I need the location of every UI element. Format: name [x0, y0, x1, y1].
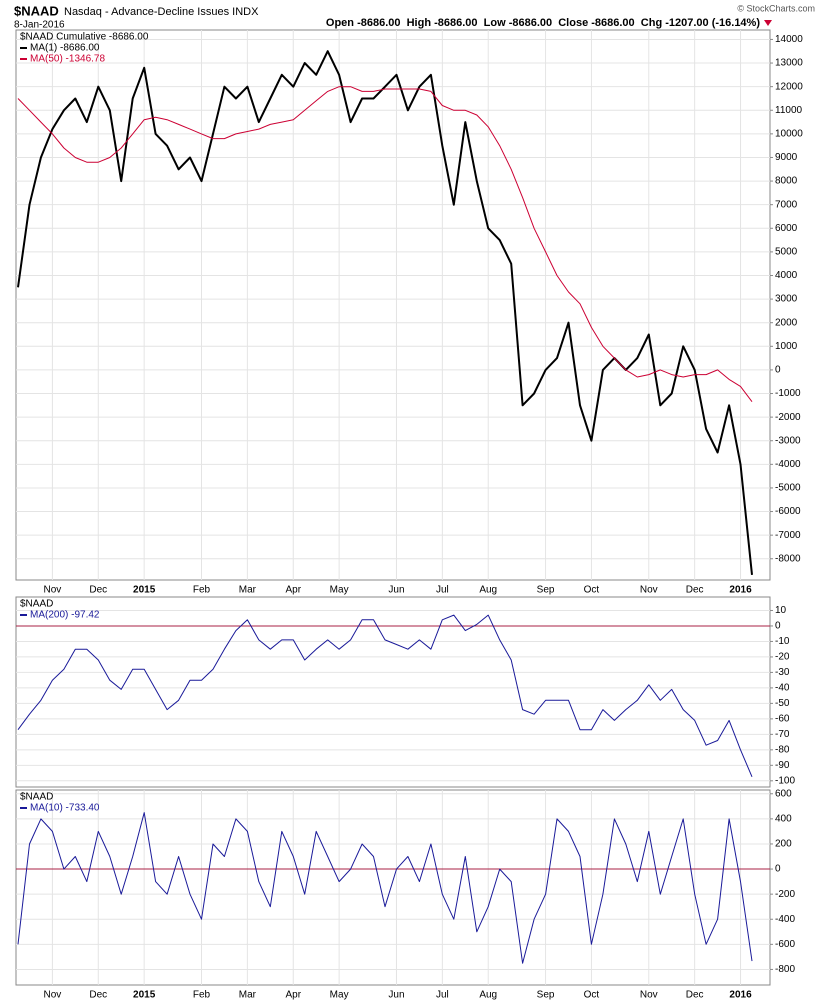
y-tick-label: 200 [775, 839, 792, 850]
y-tick-label: 0 [775, 864, 781, 875]
y-tick-label: -60 [775, 714, 790, 725]
x-tick-label: Nov [640, 990, 658, 1000]
y-tick-label: -50 [775, 698, 790, 709]
y-tick-label: 6000 [775, 223, 798, 234]
y-tick-label: -6000 [775, 506, 801, 517]
y-tick-label: -30 [775, 667, 790, 678]
panel-frame [15, 29, 771, 581]
panel-label: $NAAD Cumulative -8686.00 [20, 32, 149, 43]
x-tick-label: 2016 [729, 990, 752, 1000]
y-tick-label: -100 [775, 775, 795, 786]
x-tick-label: Mar [239, 990, 257, 1000]
quote: Open -8686.00 High -8686.00 Low -8686.00… [326, 17, 760, 29]
y-tick-label: 5000 [775, 247, 798, 258]
x-tick-label: Dec [686, 990, 704, 1000]
series-line [17, 614, 753, 777]
y-tick-label: 9000 [775, 152, 798, 163]
y-tick-label: -8000 [775, 553, 801, 564]
x-tick-label: Sep [537, 990, 555, 1000]
y-tick-label: -7000 [775, 530, 801, 541]
x-tick-label: Feb [193, 990, 211, 1000]
x-tick-label: Jul [436, 990, 449, 1000]
y-tick-label: -90 [775, 760, 790, 771]
chart-date: 8-Jan-2016 [14, 20, 65, 31]
series-line [17, 50, 753, 576]
y-tick-label: -4000 [775, 459, 801, 470]
x-tick-label: Apr [285, 585, 301, 596]
y-tick-label: -400 [775, 914, 795, 925]
x-tick-label: Nov [640, 585, 658, 596]
x-tick-label: Jun [388, 585, 404, 596]
y-tick-label: -800 [775, 964, 795, 975]
y-tick-label: 14000 [775, 34, 803, 45]
x-tick-label: May [330, 585, 349, 596]
y-tick-label: 1000 [775, 341, 798, 352]
x-tick-label: Oct [584, 990, 600, 1000]
y-tick-label: 13000 [775, 58, 803, 69]
y-tick-label: -2000 [775, 412, 801, 423]
x-tick-label: Dec [89, 585, 107, 596]
x-tick-label: Dec [89, 990, 107, 1000]
x-tick-label: Sep [537, 585, 555, 596]
y-tick-label: -1000 [775, 388, 801, 399]
y-tick-label: 10000 [775, 129, 803, 140]
y-tick-label: 600 [775, 788, 792, 799]
chart-subtitle: Nasdaq - Advance-Decline Issues INDX [64, 6, 259, 18]
x-tick-label: May [330, 990, 349, 1000]
credit: © StockCharts.com [737, 3, 815, 13]
down-arrow [764, 20, 772, 26]
y-tick-label: 2000 [775, 317, 798, 328]
x-tick-label: Aug [479, 585, 497, 596]
y-tick-label: -20 [775, 652, 790, 663]
x-tick-label: Nov [44, 585, 62, 596]
y-tick-label: 7000 [775, 199, 798, 210]
x-tick-label: 2015 [133, 585, 156, 596]
legend-entry: MA(10) -733.40 [30, 803, 100, 814]
y-tick-label: 3000 [775, 294, 798, 305]
y-tick-label: -10 [775, 636, 790, 647]
x-tick-label: Jul [436, 585, 449, 596]
legend-entry: MA(200) -97.42 [30, 610, 100, 621]
legend-entry: MA(1) -8686.00 [30, 43, 100, 54]
series-line [17, 812, 753, 964]
y-tick-label: 0 [775, 621, 781, 632]
x-tick-label: 2015 [133, 990, 156, 1000]
y-tick-label: -3000 [775, 435, 801, 446]
x-tick-label: Nov [44, 990, 62, 1000]
y-tick-label: 10 [775, 605, 787, 616]
x-tick-label: 2016 [729, 585, 752, 596]
y-tick-label: 12000 [775, 81, 803, 92]
x-tick-label: Mar [239, 585, 257, 596]
x-tick-label: Dec [686, 585, 704, 596]
panel-label: $NAAD [20, 599, 53, 610]
x-tick-label: Aug [479, 990, 497, 1000]
chart-title: $NAAD [14, 3, 59, 18]
y-tick-label: -200 [775, 889, 795, 900]
x-tick-label: Apr [285, 990, 301, 1000]
panel-frame [15, 789, 771, 986]
series-line [17, 86, 753, 403]
panel-frame [15, 596, 771, 788]
y-tick-label: 4000 [775, 270, 798, 281]
y-tick-label: 8000 [775, 176, 798, 187]
legend-entry: MA(50) -1346.78 [30, 54, 105, 65]
y-tick-label: -70 [775, 729, 790, 740]
panel-label: $NAAD [20, 792, 53, 803]
y-tick-label: -40 [775, 683, 790, 694]
y-tick-label: -600 [775, 939, 795, 950]
y-tick-label: -80 [775, 744, 790, 755]
y-tick-label: 400 [775, 814, 792, 825]
x-tick-label: Jun [388, 990, 404, 1000]
x-tick-label: Oct [584, 585, 600, 596]
y-tick-label: 0 [775, 365, 781, 376]
y-tick-label: -5000 [775, 483, 801, 494]
x-tick-label: Feb [193, 585, 211, 596]
y-tick-label: 11000 [775, 105, 803, 116]
